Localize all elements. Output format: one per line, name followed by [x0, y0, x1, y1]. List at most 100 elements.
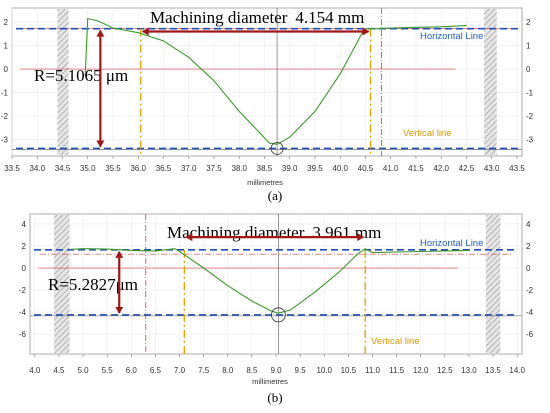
panel-b-series	[70, 248, 470, 323]
y-tick-label-left: 0	[22, 264, 27, 273]
profile-point	[84, 75, 86, 77]
panel-a-caption: (a)	[268, 188, 282, 203]
y-tick-label-left: -2	[1, 112, 9, 121]
panel-b-annotations: millimetres Machining diameter 3.961 mm R…	[48, 223, 483, 386]
minimum-marker	[270, 307, 286, 323]
x-tick-label: 9.0	[270, 366, 282, 375]
profile-point	[130, 249, 132, 251]
profile-point	[97, 20, 99, 22]
profile-point	[270, 310, 272, 312]
profile-point	[372, 252, 373, 253]
profile-point	[420, 251, 422, 252]
profile-point	[112, 27, 114, 29]
panel-a-x-axis-label: millimetres	[247, 178, 283, 187]
profile-point	[314, 110, 316, 112]
x-tick-label: 37.5	[206, 164, 222, 173]
x-tick-label: 37.0	[181, 164, 197, 173]
x-tick-label: 8.0	[222, 366, 234, 375]
x-tick-label: 43.0	[484, 164, 500, 173]
profile-point	[390, 27, 392, 29]
y-tick-label-right: 0	[526, 264, 531, 273]
profile-point	[278, 312, 279, 314]
panel-b-x-axis-label: millimetres	[252, 377, 288, 386]
profile-line	[70, 248, 469, 314]
x-tick-label: 39.0	[282, 164, 298, 173]
y-tick-label-right: -1	[526, 89, 534, 98]
x-tick-label: 4.5	[53, 366, 65, 375]
y-tick-label-left: -4	[19, 308, 27, 317]
x-tick-label: 35.5	[105, 164, 121, 173]
x-tick-label: 39.5	[307, 164, 323, 173]
x-tick-label: 36.5	[156, 164, 172, 173]
x-tick-label: 40.5	[358, 164, 374, 173]
panel-b-horizontal-line-label: Horizontal Line	[420, 238, 483, 249]
profile-point	[440, 26, 442, 28]
panel-a-diameter-label: Machining diameter 4.154 mm	[150, 8, 364, 27]
profile-point	[251, 300, 253, 302]
y-tick-label-right: -4	[526, 308, 534, 317]
profile-point	[259, 132, 260, 133]
x-tick-label: 6.5	[150, 366, 162, 375]
panel-b: 4.0 4.5 5.0 5.5 6.0 6.5 7.0 7.5 8.0 8.5 9.0 9.5 10.0…	[19, 213, 534, 405]
panel-a-reference-lines	[12, 8, 522, 156]
y-tick-label-right: 1	[526, 42, 531, 51]
x-tick-label: 36.0	[130, 164, 146, 173]
profile-point	[70, 248, 72, 250]
profile-point	[227, 285, 229, 287]
profile-point	[269, 142, 270, 144]
panel-a-series	[84, 18, 467, 155]
x-tick-label: 13.5	[485, 366, 501, 375]
y-tick-label-right: -2	[526, 286, 534, 295]
x-tick-label: 35.0	[80, 164, 96, 173]
x-tick-label: 4.0	[29, 366, 41, 375]
profile-point	[314, 291, 315, 293]
profile-point	[87, 18, 89, 19]
x-tick-label: 7.5	[198, 366, 210, 375]
y-tick-label-left: -3	[1, 136, 9, 145]
x-tick-label: 13.0	[461, 366, 477, 375]
x-tick-label: 10.0	[316, 366, 332, 375]
minimum-marker	[270, 142, 284, 155]
profile-point	[213, 80, 215, 82]
y-tick-label-right: 2	[526, 18, 531, 27]
panel-a-hatched-regions	[57, 9, 497, 155]
profile-point	[444, 250, 446, 252]
x-tick-label: 33.5	[4, 164, 20, 173]
y-tick-label-left: -2	[19, 286, 27, 295]
profile-point	[375, 28, 376, 30]
x-tick-label: 10.5	[341, 366, 357, 375]
y-tick-label-left: 1	[4, 42, 9, 51]
profile-point	[179, 251, 180, 252]
x-tick-label: 40.0	[332, 164, 348, 173]
x-tick-label: 34.0	[29, 164, 45, 173]
panel-a: 33.5 34.0 34.5 35.0 35.5 36.0 36.5 37.0 37.5 38.0…	[1, 7, 534, 203]
x-tick-label: 7.0	[174, 366, 186, 375]
x-tick-label: 42.5	[459, 164, 475, 173]
x-tick-label: 5.0	[77, 366, 89, 375]
panel-a-horizontal-line-label: Horizontal Line	[420, 31, 483, 42]
x-tick-label: 9.5	[295, 366, 307, 375]
y-tick-label-left: 4	[22, 220, 27, 229]
profile-point	[137, 32, 139, 34]
x-tick-label: 43.5	[509, 164, 525, 173]
profile-point	[338, 272, 340, 273]
profile-point	[174, 248, 176, 250]
profile-point	[238, 110, 240, 112]
profile-point	[276, 143, 278, 145]
profile-point	[82, 248, 84, 250]
y-tick-label-left: 2	[22, 242, 27, 251]
hatched-band	[484, 9, 497, 155]
x-tick-label: 38.0	[231, 164, 247, 173]
panel-a-annotations: millimetres Machining diameter 4.154 mm R…	[34, 8, 483, 187]
panel-a-y-ticks-left: 2 1 0 -1 -2 -3	[1, 18, 9, 144]
y-tick-label-right: -2	[526, 112, 534, 121]
x-tick-label: 5.5	[102, 366, 114, 375]
hatched-band	[57, 9, 69, 155]
y-tick-label-right: 4	[526, 220, 531, 229]
y-tick-label-left: 0	[4, 65, 9, 74]
x-tick-label: 12.0	[413, 366, 429, 375]
profile-point	[396, 251, 397, 253]
panel-b-x-ticks: 4.0 4.5 5.0 5.5 6.0 6.5 7.0 7.5 8.0 8.5 9.0 9.5 10.0…	[29, 366, 525, 375]
panel-b-diameter-label: Machining diameter 3.961 mm	[167, 223, 381, 242]
